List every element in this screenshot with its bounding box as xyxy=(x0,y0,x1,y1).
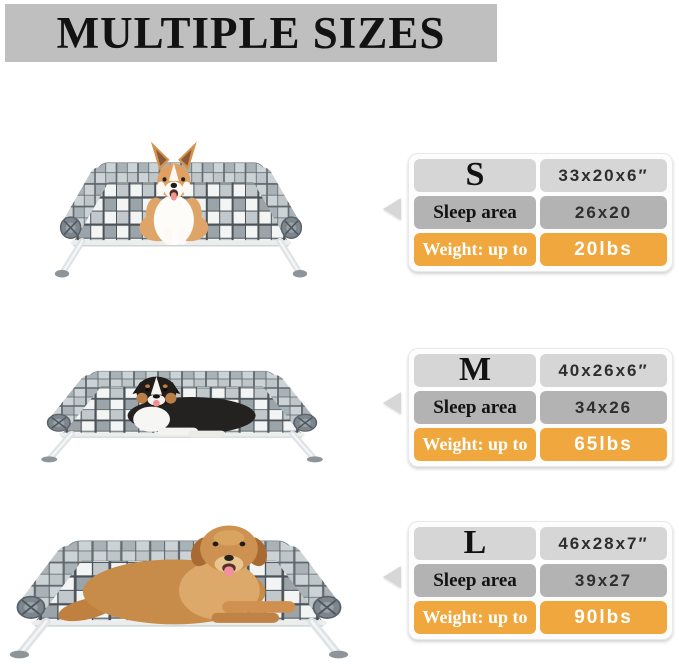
dimensions-value: 46x28x7″ xyxy=(540,527,667,560)
weight-value: 65lbs xyxy=(540,428,667,461)
size-table-small: S 33x20x6″ Sleep area 26x20 Weight: up t… xyxy=(408,153,673,272)
size-letter: L xyxy=(414,527,536,560)
arrow-left-icon xyxy=(383,198,401,220)
sleep-area-label: Sleep area xyxy=(414,391,536,424)
multiple-sizes-banner: MULTIPLE SIZES xyxy=(5,4,497,62)
size-table-medium: M 40x26x6″ Sleep area 34x26 Weight: up t… xyxy=(408,348,673,467)
size-letter: M xyxy=(414,354,536,387)
golden-retriever-on-bed-illustration xyxy=(6,525,352,663)
arrow-left-icon xyxy=(383,392,401,414)
weight-value: 20lbs xyxy=(540,233,667,266)
australian-shepherd-dog xyxy=(127,376,256,438)
weight-label: Weight: up to xyxy=(414,233,536,266)
australian-shepherd-on-bed-illustration xyxy=(38,334,326,466)
size-letter: S xyxy=(414,159,536,192)
page-title: MULTIPLE SIZES xyxy=(56,8,446,58)
dimensions-value: 40x26x6″ xyxy=(540,354,667,387)
golden-retriever-dog xyxy=(58,525,296,625)
bed-photo-large xyxy=(6,493,352,663)
sleep-area-value: 26x20 xyxy=(540,196,667,229)
weight-label: Weight: up to xyxy=(414,428,536,461)
bed-photo-small xyxy=(52,116,310,282)
sleep-area-label: Sleep area xyxy=(414,564,536,597)
sleep-area-label: Sleep area xyxy=(414,196,536,229)
corgi-on-bed-illustration xyxy=(52,141,310,282)
weight-label: Weight: up to xyxy=(414,601,536,634)
dimensions-value: 33x20x6″ xyxy=(540,159,667,192)
size-table-large: L 46x28x7″ Sleep area 39x27 Weight: up t… xyxy=(408,521,673,640)
bed-photo-medium xyxy=(38,334,326,466)
sleep-area-value: 34x26 xyxy=(540,391,667,424)
arrow-left-icon xyxy=(383,566,401,588)
weight-value: 90lbs xyxy=(540,601,667,634)
sleep-area-value: 39x27 xyxy=(540,564,667,597)
corgi-dog xyxy=(139,141,209,246)
